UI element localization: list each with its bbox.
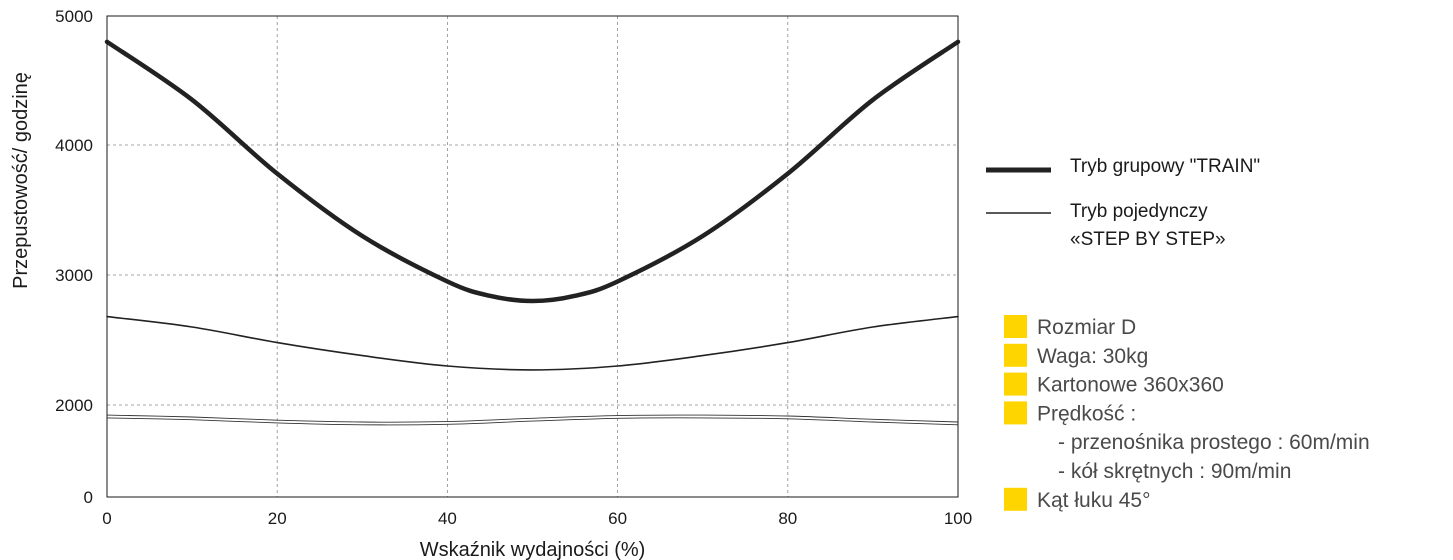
legend-label-step-line2: «STEP BY STEP» — [1070, 229, 1226, 250]
series-line-4 — [106, 417, 959, 426]
info-item: Kąt łuku 45° — [1037, 489, 1150, 512]
plot-frame — [106, 15, 959, 498]
series-lines — [104, 39, 961, 426]
info-bullet — [1004, 315, 1027, 338]
y-tick-label: 5000 — [55, 7, 93, 26]
y-tick-label: 3000 — [55, 266, 93, 285]
legend-label-step-line1: Tryb pojedynczy — [1070, 201, 1208, 222]
info-item: Rozmiar D — [1037, 316, 1136, 339]
y-axis-title: Przepustowość/ godzinę — [10, 72, 32, 289]
info-bullet — [1004, 372, 1027, 396]
x-tick-label: 40 — [438, 509, 457, 528]
info-subitem: - kół skrętnych : 90m/min — [1058, 460, 1291, 483]
series-step-line — [106, 315, 959, 371]
info-box: Rozmiar D Waga: 30kg Kartonowe 360x360 Pręd… — [1004, 315, 1370, 512]
y-tick-label: 4000 — [55, 136, 93, 155]
info-item: Waga: 30kg — [1037, 345, 1148, 368]
info-subitem: - przenośnika prostego : 60m/min — [1058, 431, 1370, 454]
x-axis-title: Wskaźnik wydajności (%) — [420, 539, 646, 560]
x-tick-label: 100 — [944, 509, 972, 528]
info-bullet — [1004, 487, 1027, 511]
y-tick-label: 2000 — [55, 396, 93, 415]
legend-label-train: Tryb grupowy "TRAIN" — [1070, 156, 1260, 177]
info-item: Prędkość : — [1037, 402, 1136, 425]
info-bullet — [1004, 343, 1027, 367]
x-tick-label: 60 — [608, 509, 627, 528]
series-train-line — [104, 39, 961, 304]
grid — [107, 16, 958, 497]
x-tick-label: 20 — [268, 509, 287, 528]
info-bullet — [1004, 401, 1027, 425]
y-tick-label: 0 — [84, 488, 93, 507]
legend: Tryb grupowy "TRAIN" Tryb pojedynczy «ST… — [986, 156, 1260, 250]
series-line-3 — [106, 414, 959, 423]
info-item: Kartonowe 360x360 — [1037, 374, 1224, 397]
x-tick-label: 80 — [778, 509, 797, 528]
x-tick-label: 0 — [102, 509, 111, 528]
